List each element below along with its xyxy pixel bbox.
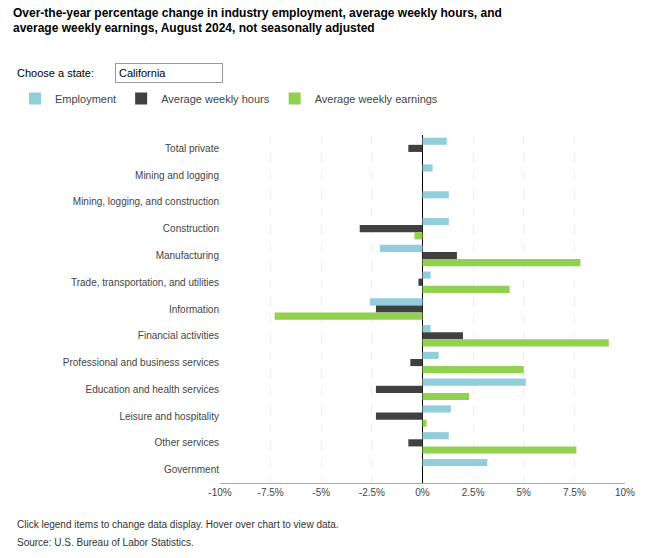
svg-text:10%: 10%	[615, 487, 635, 498]
svg-text:Leisure and hospitality: Leisure and hospitality	[119, 411, 219, 422]
svg-text:-5%: -5%	[312, 487, 330, 498]
svg-text:Employment: Employment	[55, 93, 116, 105]
svg-text:Manufacturing: Manufacturing	[156, 250, 219, 261]
svg-text:Mining and logging: Mining and logging	[135, 170, 219, 181]
svg-text:Total private: Total private	[165, 143, 219, 154]
svg-text:Source: U.S. Bureau of Labor S: Source: U.S. Bureau of Labor Statistics.	[17, 537, 194, 548]
svg-text:Construction: Construction	[163, 223, 219, 234]
svg-text:Average weekly hours: Average weekly hours	[161, 93, 270, 105]
svg-text:Over-the-year percentage chang: Over-the-year percentage change in indus…	[13, 6, 502, 36]
svg-text:2.5%: 2.5%	[462, 487, 485, 498]
svg-text:Government: Government	[164, 464, 219, 475]
svg-text:Information: Information	[169, 304, 219, 315]
svg-text:5%: 5%	[517, 487, 532, 498]
svg-text:0%: 0%	[415, 487, 430, 498]
svg-text:Trade, transportation, and uti: Trade, transportation, and utilities	[71, 277, 219, 288]
svg-text:Financial activities: Financial activities	[138, 330, 219, 341]
svg-text:Other services: Other services	[155, 437, 219, 448]
svg-text:-10%: -10%	[208, 487, 231, 498]
svg-text:-2.5%: -2.5%	[359, 487, 385, 498]
svg-text:Mining, logging, and construct: Mining, logging, and construction	[73, 196, 219, 207]
svg-text:Average weekly earnings: Average weekly earnings	[315, 93, 438, 105]
svg-text:Click legend items to change d: Click legend items to change data displa…	[17, 519, 339, 530]
svg-text:Choose a state:: Choose a state:	[17, 67, 94, 79]
svg-text:7.5%: 7.5%	[563, 487, 586, 498]
svg-text:Education and health services: Education and health services	[86, 384, 219, 395]
svg-text:California: California	[119, 67, 166, 79]
svg-text:-7.5%: -7.5%	[258, 487, 284, 498]
svg-text:Professional and business serv: Professional and business services	[63, 357, 219, 368]
